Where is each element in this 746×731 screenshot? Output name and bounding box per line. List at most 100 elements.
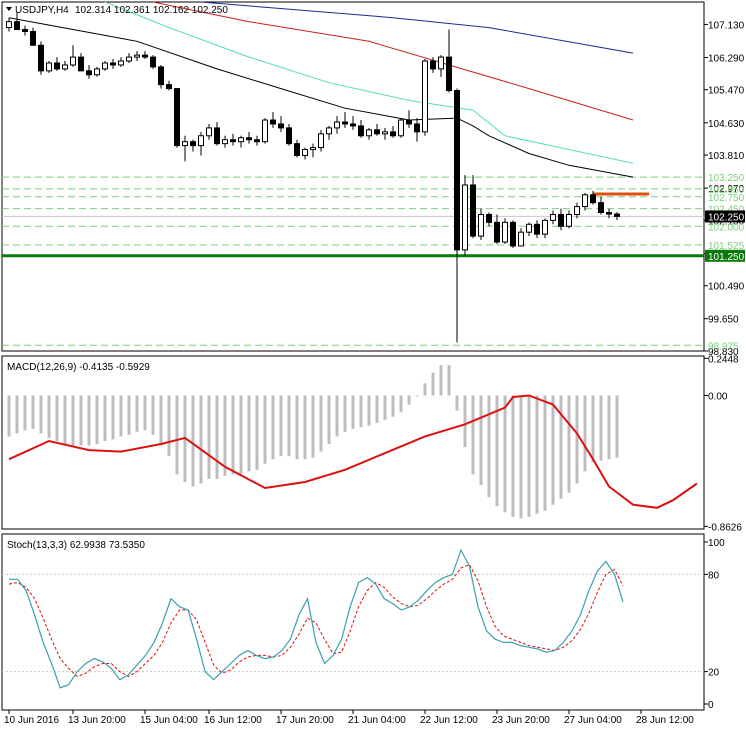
candle-body (414, 123, 420, 133)
support-label: 101.250 (708, 252, 745, 263)
candle-body (438, 56, 444, 70)
candle (502, 218, 508, 244)
macd-bar (583, 395, 587, 472)
candle (334, 116, 340, 134)
macd-bar (551, 395, 555, 505)
level-label: 98.975 (708, 341, 739, 352)
candle-body (422, 60, 428, 133)
macd-bar (215, 395, 219, 479)
macd-title: MACD(12,26,9) -0.4135 -0.5929 (7, 362, 150, 373)
macd-signal-line (8, 394, 698, 509)
candle-body (534, 223, 540, 235)
candle-body (134, 54, 140, 58)
candle (246, 131, 252, 144)
candle (38, 41, 44, 75)
macd-bar (7, 395, 11, 437)
price-tick-label: 100.490 (708, 282, 745, 293)
macd-bar (479, 395, 483, 485)
candle (374, 123, 380, 136)
candle-body (382, 131, 388, 135)
macd-tick-label: 0.00 (708, 391, 728, 402)
candle (102, 61, 108, 71)
time-tick-label: 16 Jun 12:00 (204, 715, 262, 726)
price-tick-label: 103.810 (708, 151, 745, 162)
level-label: 101.525 (708, 241, 745, 252)
candle-body (478, 213, 484, 237)
macd-bar (175, 395, 179, 475)
macd-bar (303, 395, 307, 460)
candle (294, 139, 300, 158)
macd-axis: 0.2448 0.00 -0.8626 (704, 354, 742, 533)
price-header: USDJPY,H4 102.314 102.361 102.162 102.25… (6, 5, 228, 16)
candle-body (302, 149, 308, 156)
candle-body (270, 119, 276, 125)
candle (590, 190, 596, 205)
macd-bar (167, 395, 171, 457)
candle-body (78, 56, 84, 72)
candle (510, 220, 516, 248)
candle-body (526, 223, 532, 233)
macd-bar (407, 395, 411, 405)
candle-body (286, 127, 292, 145)
candle (550, 210, 556, 225)
candle (358, 120, 364, 138)
candle-body (126, 56, 132, 62)
candle-body (558, 213, 564, 227)
macd-bar (615, 395, 619, 458)
level-label: 102.750 (708, 193, 745, 204)
candle-body (334, 121, 340, 129)
candle-body (198, 135, 204, 147)
macd-tick-label: 0.2448 (708, 354, 739, 365)
candle-body (518, 231, 524, 247)
macd-bar (287, 395, 291, 457)
macd-tick-label: -0.8626 (708, 522, 742, 533)
candle-body (62, 64, 68, 70)
macd-bar (463, 395, 467, 448)
candle (150, 55, 156, 69)
candle-body (118, 60, 124, 66)
candle-body (390, 131, 396, 137)
candle-body (246, 137, 252, 141)
macd-bar (431, 372, 435, 396)
candle (142, 51, 148, 60)
price-tick-label: 104.630 (708, 119, 745, 130)
macd-bar (327, 395, 331, 445)
macd-bar (351, 395, 355, 429)
macd-bar (151, 395, 155, 435)
candle-body (230, 139, 236, 143)
stoch-tick-label: 80 (708, 570, 720, 581)
candle-body (6, 21, 12, 29)
candle (278, 116, 284, 132)
candle (78, 53, 84, 72)
ma-line-blue (200, 1, 634, 54)
macd-bar (87, 395, 91, 446)
price-axis: 107.130 106.290 105.470 104.630 103.810 102.9… (704, 20, 745, 358)
macd-bar (559, 395, 563, 499)
macd-bar (95, 395, 99, 445)
macd-bar (239, 395, 243, 475)
candle-body (398, 119, 404, 137)
macd-bar (567, 395, 571, 493)
macd-bar (23, 395, 27, 431)
dropdown-triangle-icon[interactable] (6, 7, 12, 11)
price-tick-label: 98.830 (708, 347, 739, 358)
price-panel-frame (1, 1, 705, 352)
support-tag (705, 249, 745, 262)
candle (558, 208, 564, 231)
time-tick-label: 10 Jun 2016 (4, 715, 59, 726)
candle (430, 57, 436, 73)
candle (318, 129, 324, 152)
candle (454, 88, 460, 343)
candle-body (542, 219, 548, 235)
candle (422, 59, 428, 136)
ohlc-label: 102.314 102.361 102.162 102.250 (75, 5, 228, 16)
macd-bar (127, 395, 131, 435)
candle (46, 61, 52, 73)
macd-bar (391, 395, 395, 417)
candle (302, 147, 308, 160)
candle-body (14, 21, 20, 31)
candle (182, 135, 188, 162)
macd-bar (31, 395, 35, 429)
symbol-label: USDJPY,H4 (15, 5, 69, 16)
stoch-signal (8, 564, 624, 678)
